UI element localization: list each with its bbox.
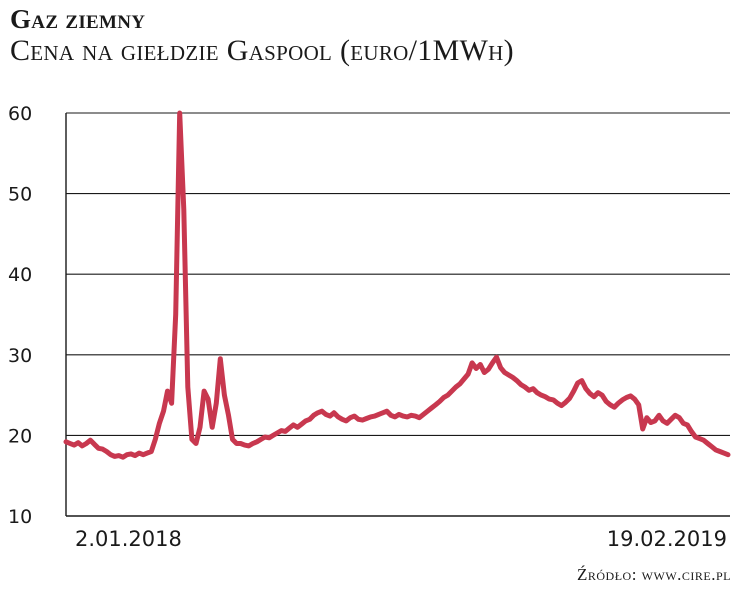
y-tick-label: 60 — [8, 103, 32, 125]
y-tick-label: 20 — [8, 425, 32, 447]
grid-lines — [65, 112, 730, 517]
price-series-line — [63, 110, 731, 460]
series-layer — [63, 110, 731, 460]
y-tick-label: 10 — [8, 506, 32, 528]
y-tick-label: 40 — [8, 264, 32, 286]
chart-title: Gaz ziemny — [10, 4, 146, 34]
x-end-date-label: 19.02.2019 — [607, 527, 727, 551]
y-tick-label: 30 — [8, 345, 32, 367]
x-start-date-label: 2.01.2018 — [75, 527, 182, 551]
price-line-chart: 10 20 30 40 50 60 2.01.2018 19.02.2019 — [8, 103, 731, 551]
y-tick-label: 50 — [8, 184, 32, 206]
y-axis-ticks: 10 20 30 40 50 60 — [8, 103, 32, 528]
source-note: Źródło: www.cire.pl — [576, 565, 731, 584]
chart-subtitle: Cena na giełdzie Gaspool (euro/1MWh) — [10, 34, 514, 67]
